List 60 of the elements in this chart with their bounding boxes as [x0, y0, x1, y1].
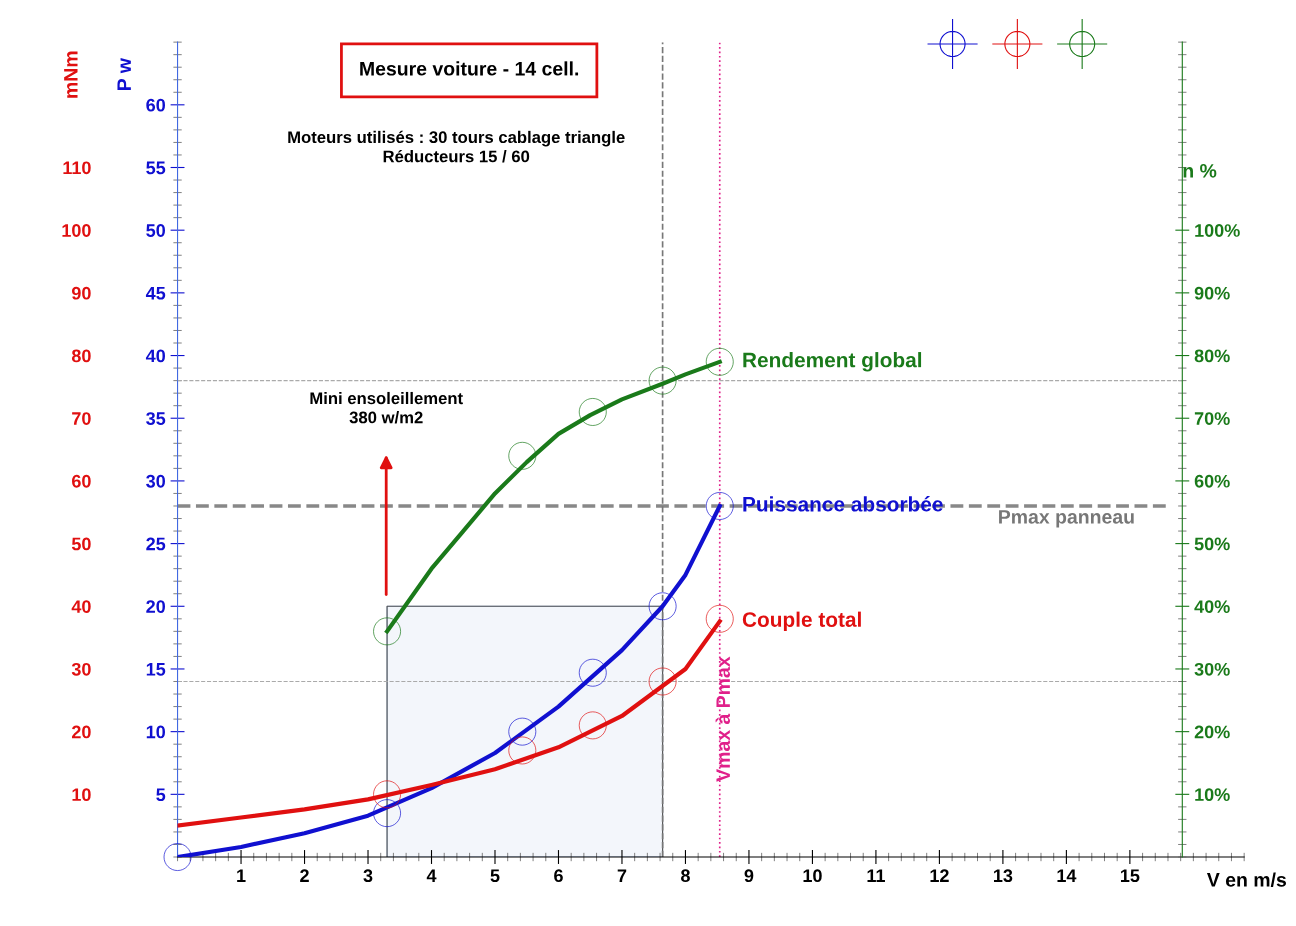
- y-tick-label: 30: [146, 474, 166, 488]
- y-tick-label: 15: [146, 663, 166, 676]
- y3-tick-label: 50%: [1194, 537, 1230, 551]
- y-tick-label: 25: [146, 537, 166, 551]
- x-tick-label: 13: [994, 869, 1013, 883]
- y2-tick-label: 70: [72, 412, 91, 425]
- y2-tick-label: 80: [71, 349, 91, 363]
- y-tick-label: 20: [146, 600, 166, 613]
- y3-tick-label: 60%: [1194, 474, 1230, 488]
- text: Moteurs utilisés : 30 tours cablage triangle Réducteurs 15 / 60: [288, 130, 625, 163]
- y3-tick-label: 100%: [1195, 224, 1240, 237]
- y2-tick-label: 90: [71, 286, 91, 300]
- y3-tick-label: 80%: [1194, 349, 1230, 363]
- y2-tick-label: 110: [63, 161, 91, 175]
- y-tick-label: 35: [146, 412, 166, 425]
- y3-tick-label: 10%: [1195, 788, 1230, 802]
- y3-tick-label: 90%: [1194, 286, 1230, 300]
- y-tick-label: 10: [146, 725, 166, 739]
- x-tick-label: 2: [300, 869, 309, 882]
- y-axis-title: P w: [117, 58, 131, 91]
- y-tick-label: 55: [146, 161, 166, 175]
- x-tick-label: 10: [803, 869, 822, 883]
- x-tick-label: 3: [363, 869, 373, 883]
- y2-tick-label: 40: [71, 600, 91, 613]
- y-tick-label: 40: [145, 349, 166, 363]
- y-tick-label: 5: [156, 788, 166, 802]
- y3-tick-label: 70%: [1194, 412, 1230, 425]
- ref-line-label: Vmax à Pmax: [715, 656, 731, 782]
- text: Mesure voiture - 14 cell.: [360, 61, 579, 76]
- x-tick-label: 12: [930, 869, 949, 882]
- series-label: Rendement global: [743, 352, 922, 372]
- y-tick-label: 45: [145, 286, 166, 300]
- x-tick-label: 6: [554, 869, 563, 883]
- y-tick-label: 60: [146, 98, 166, 112]
- y2-tick-label: 30: [71, 662, 91, 676]
- x-tick-label: 9: [744, 869, 754, 883]
- y-tick-label: 50: [146, 224, 166, 237]
- y3-tick-label: 40%: [1194, 600, 1230, 613]
- y2-tick-label: 50: [71, 537, 91, 551]
- x-tick-label: 1: [237, 869, 246, 882]
- x-tick-label: 7: [617, 869, 627, 882]
- x-axis-title: V en m/s: [1206, 872, 1286, 887]
- x-tick-label: 14: [1057, 869, 1077, 882]
- x-tick-label: 15: [1120, 869, 1140, 883]
- annotation: Mini ensoleillement 380 w/m2: [310, 391, 463, 424]
- ref-line-label: Pmax panneau: [999, 510, 1134, 528]
- x-tick-label: 8: [681, 869, 690, 883]
- y3-axis-title: n %: [1183, 164, 1217, 178]
- y2-tick-label: 20: [71, 725, 91, 739]
- y2-tick-label: 100: [62, 224, 91, 237]
- y3-tick-label: 20%: [1194, 725, 1230, 739]
- series-label: Puissance absorbée: [743, 496, 943, 512]
- x-tick-label: 5: [490, 869, 500, 883]
- x-tick-label: 4: [426, 869, 437, 882]
- x-tick-label: 11: [867, 869, 885, 882]
- y2-axis-title: mNm: [64, 51, 78, 98]
- y2-tick-label: 60: [72, 474, 91, 488]
- y3-tick-label: 30%: [1194, 662, 1230, 676]
- y2-tick-label: 10: [72, 788, 91, 802]
- series-label: Couple total: [742, 611, 861, 632]
